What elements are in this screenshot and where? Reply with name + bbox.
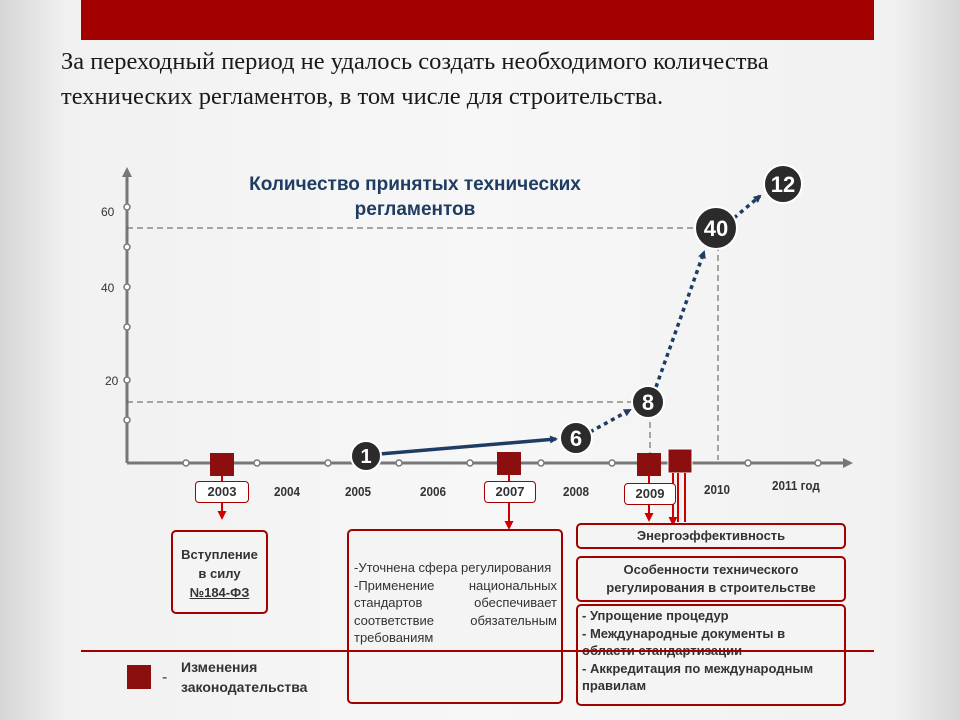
law-line-3: №184-ФЗ xyxy=(189,585,250,600)
legend-swatch xyxy=(127,665,151,689)
year-label-2005: 2005 xyxy=(345,484,372,499)
law-marker-2009a xyxy=(637,453,661,476)
y-tick-label: 60 xyxy=(101,205,115,219)
law-line-1: Вступление xyxy=(181,547,258,562)
legend-dash: - xyxy=(162,669,168,686)
year-label-2011: 2011 год xyxy=(772,478,820,493)
change-item: -Уточнена сфера регулирования xyxy=(354,560,552,575)
marker-6-label: 6 xyxy=(570,426,582,451)
box-construction-features: Особенности технического регулирования в… xyxy=(576,556,846,602)
law-markers xyxy=(210,448,693,476)
box-changes-2007: -Уточнена сфера регулирования -Применени… xyxy=(347,529,563,704)
law-marker-2009b xyxy=(667,448,693,474)
law-line-2: в силу xyxy=(198,566,241,581)
marker-8 xyxy=(631,385,665,419)
year-box-2009: 2009 xyxy=(624,483,676,505)
guide-lines xyxy=(127,227,719,460)
arrow-8-40 xyxy=(654,250,706,388)
year-label-2010: 2010 xyxy=(704,482,731,497)
marker-12-label: 12 xyxy=(771,172,795,197)
bottom-divider xyxy=(81,650,874,652)
red-connectors xyxy=(217,473,686,530)
marker-40 xyxy=(694,206,738,250)
y-tick-label: 20 xyxy=(105,374,119,388)
year-box-2003: 2003 xyxy=(195,481,249,503)
value-markers: 1 6 8 40 12 xyxy=(350,164,803,472)
box-list-2009: - Упрощение процедур - Международные док… xyxy=(576,604,846,706)
law-marker-2003 xyxy=(210,453,234,476)
list-item: - Упрощение процедур xyxy=(582,608,729,623)
marker-40-label: 40 xyxy=(704,216,728,241)
year-label-2008: 2008 xyxy=(563,484,590,499)
marker-1 xyxy=(350,440,382,472)
year-label-2006: 2006 xyxy=(420,484,447,499)
change-item: -Применение национальных стандартов обес… xyxy=(354,577,557,646)
list-item: - Аккредитация по международным правилам xyxy=(582,660,814,694)
list-item: - Международные документы в области стан… xyxy=(582,625,786,659)
y-tick-label: 40 xyxy=(101,281,115,295)
marker-8-label: 8 xyxy=(642,390,654,415)
top-accent-bar xyxy=(81,0,874,40)
marker-6 xyxy=(559,421,593,455)
year-label-2004: 2004 xyxy=(274,484,301,499)
intro-heading: За переходный период не удалось создать … xyxy=(61,48,769,110)
box-energy-efficiency: Энергоэффективность xyxy=(576,523,846,549)
chart-title: Количество принятых технических регламен… xyxy=(249,174,581,220)
legend-label: Изменения законодательства xyxy=(181,659,308,695)
marker-12 xyxy=(763,164,803,204)
x-tick-dots xyxy=(182,459,822,467)
marker-1-label: 1 xyxy=(360,446,371,468)
arrow-40-12 xyxy=(732,194,762,220)
law-marker-2007 xyxy=(497,452,521,475)
arrow-1-6 xyxy=(379,435,558,456)
year-box-2007: 2007 xyxy=(484,481,536,503)
y-tick-dots xyxy=(123,203,131,424)
arrow-6-8 xyxy=(589,408,632,434)
data-arrows xyxy=(379,194,762,456)
box-law-2003: Вступление в силу №184-ФЗ xyxy=(171,530,268,614)
